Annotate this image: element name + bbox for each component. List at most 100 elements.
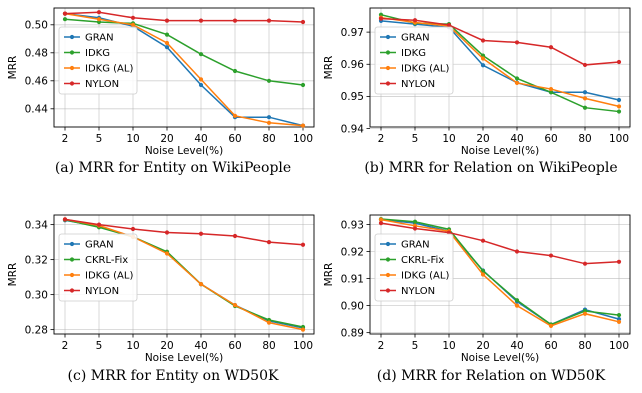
data-point — [480, 63, 486, 68]
legend-label: IDKG (AL) — [85, 64, 133, 75]
legend-marker — [69, 241, 75, 247]
y-tick-label: 0.97 — [341, 27, 364, 39]
legend-marker — [69, 50, 75, 55]
data-point — [412, 226, 418, 231]
y-tick-label: 0.92 — [341, 246, 364, 258]
data-point — [96, 222, 102, 227]
series-line — [64, 12, 304, 127]
data-point — [378, 12, 384, 17]
legend-marker — [69, 34, 75, 40]
x-tick-label: 5 — [412, 133, 419, 145]
x-tick-label: 2 — [378, 340, 385, 352]
series-line — [380, 218, 620, 327]
plot-frame — [369, 7, 631, 128]
x-tick-label: 100 — [609, 133, 629, 145]
x-tick-label: 40 — [510, 133, 523, 145]
data-point — [266, 120, 272, 125]
legend-label: CKRL-Fix — [85, 255, 128, 266]
panel-caption: (c) MRR for Entity on WD50K — [68, 368, 279, 384]
data-point — [616, 59, 622, 65]
data-point — [548, 45, 554, 50]
series-nylon — [62, 217, 306, 247]
panel-caption: (b) MRR for Relation on WikiPeople — [364, 160, 617, 176]
legend: GRAN IDKG IDKG (AL) NYLON — [58, 26, 138, 95]
series-line — [64, 218, 304, 246]
data-point — [164, 18, 170, 23]
x-tick-label: 80 — [578, 340, 591, 352]
data-point — [582, 105, 588, 110]
series-line — [64, 18, 304, 86]
data-point — [62, 11, 68, 16]
legend-marker — [385, 81, 391, 86]
data-point — [616, 97, 622, 103]
legend-label: CKRL-Fix — [401, 255, 444, 266]
y-tick-label: 0.93 — [341, 219, 364, 231]
data-point — [266, 115, 272, 120]
data-point — [130, 22, 136, 27]
legend-label: IDKG (AL) — [401, 64, 449, 75]
legend: GRAN CKRL-Fix IDKG (AL) NYLON — [374, 233, 454, 302]
legend-marker — [69, 81, 75, 86]
x-axis-label: Noise Level(%) — [145, 352, 223, 364]
y-tick-label: 0.50 — [25, 20, 48, 32]
data-point — [582, 62, 588, 68]
legend-label: GRAN — [85, 33, 114, 44]
x-tick-label: 60 — [544, 340, 557, 352]
legend-marker — [385, 50, 391, 55]
data-point — [548, 253, 554, 258]
y-tick-label: 0.44 — [25, 104, 49, 116]
legend-label: NYLON — [401, 79, 435, 90]
x-tick-label: 40 — [194, 133, 207, 145]
x-tick-label: 20 — [160, 133, 173, 145]
x-tick-label: 80 — [262, 133, 275, 145]
x-tick-label: 60 — [544, 133, 557, 145]
x-tick-label: 2 — [62, 340, 69, 352]
data-point — [582, 96, 588, 101]
data-point — [378, 217, 384, 222]
x-tick-label: 10 — [126, 133, 139, 145]
data-point — [164, 230, 170, 235]
legend-label: GRAN — [401, 33, 430, 44]
data-point — [198, 231, 204, 236]
series-nylon — [378, 16, 622, 68]
series-line — [380, 222, 620, 265]
y-tick-label: 0.30 — [25, 289, 48, 301]
data-point — [514, 76, 520, 81]
x-tick-label: 2 — [62, 133, 69, 145]
chart-panel-3: 2 5 10 20 40 60 80 100 0.28 0.30 0.32 0.34 Noise Lev… — [7, 214, 315, 384]
series-line — [64, 12, 304, 127]
y-axis-label: MRR — [7, 56, 19, 80]
x-tick-label: 20 — [476, 340, 489, 352]
data-point — [300, 19, 306, 25]
data-point — [198, 18, 204, 23]
data-point — [480, 56, 486, 61]
data-point — [96, 10, 102, 15]
x-tick-label: 10 — [442, 340, 455, 352]
legend-marker — [385, 257, 391, 262]
data-point — [548, 90, 554, 95]
series-line — [380, 16, 620, 108]
data-point — [232, 303, 238, 308]
x-axis-label: Noise Level(%) — [461, 145, 539, 157]
data-point — [616, 259, 622, 264]
y-axis-label: MRR — [7, 263, 19, 287]
data-point — [164, 32, 170, 37]
data-point — [300, 327, 306, 332]
y-axis-label: MRR — [323, 56, 335, 80]
legend-box — [58, 26, 138, 95]
y-tick-label: 0.96 — [341, 59, 365, 71]
x-tick-label: 20 — [476, 133, 489, 145]
data-point — [582, 261, 588, 266]
y-tick-label: 0.90 — [341, 300, 364, 312]
series-idkg — [62, 17, 306, 88]
data-point — [514, 249, 520, 254]
series-line — [64, 218, 304, 331]
y-tick-label: 0.95 — [341, 91, 364, 103]
data-point — [514, 303, 520, 308]
series-line — [380, 17, 620, 66]
data-point — [412, 18, 418, 23]
legend-marker — [69, 288, 75, 293]
x-tick-label: 2 — [378, 133, 385, 145]
legend-marker — [385, 34, 391, 40]
